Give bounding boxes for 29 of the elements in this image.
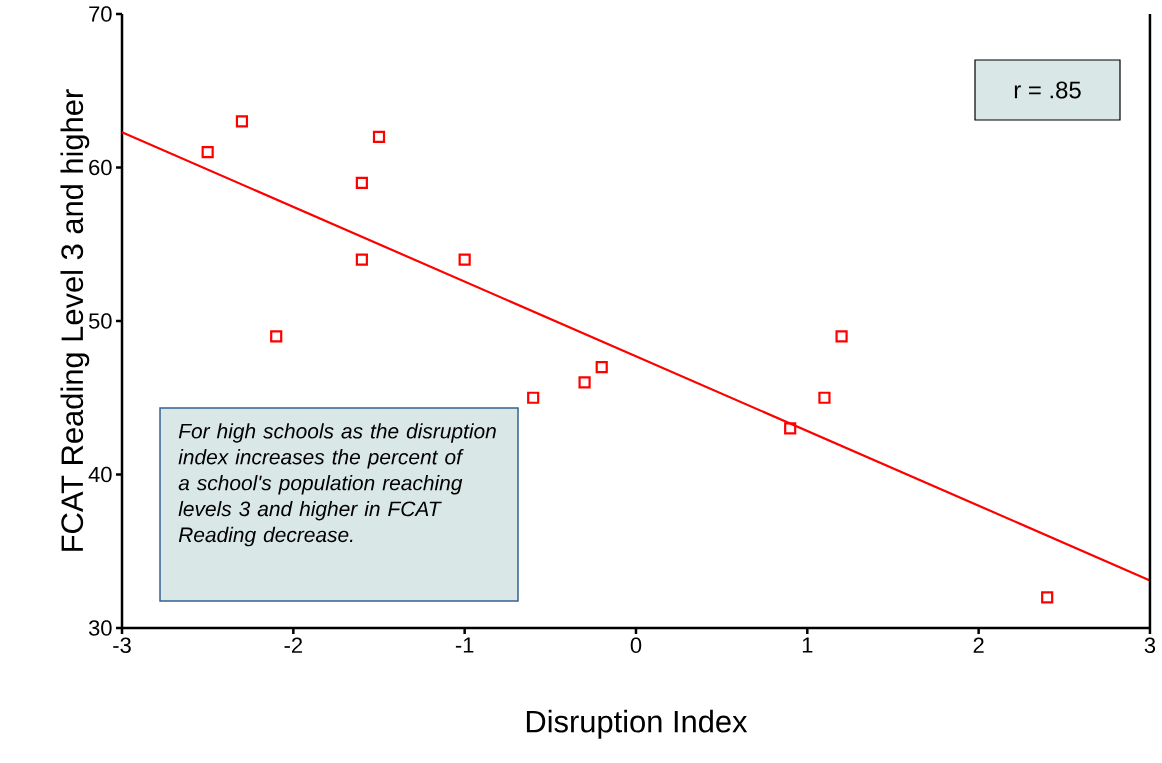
annotation: For high schools as the disruption index increases the percent of a school's population reaching levels 3 and higher in FCAT Reading decrease. xyxy=(178,423,496,547)
point xyxy=(270,330,283,343)
point xyxy=(818,391,831,404)
x-tick-label: -3 xyxy=(113,637,131,654)
annotation: r = .85 xyxy=(1014,81,1081,99)
point xyxy=(355,253,368,266)
x-tick-label: -1 xyxy=(455,637,474,653)
point xyxy=(784,422,797,435)
y-tick-label: 30 xyxy=(88,620,112,636)
x-tick-label: -2 xyxy=(284,637,302,653)
point xyxy=(595,360,608,374)
x-tick-label: 3 xyxy=(1144,637,1156,654)
y-tick-label: 50 xyxy=(88,313,112,329)
point xyxy=(835,330,848,343)
x-tick-label: 0 xyxy=(630,637,642,654)
y-tick-label: 60 xyxy=(89,159,112,176)
x-tick-label: 2 xyxy=(973,637,984,653)
y-tick-label: 40 xyxy=(88,466,112,483)
point xyxy=(201,146,214,159)
x-tick-label: 1 xyxy=(802,637,813,653)
point xyxy=(1041,591,1054,604)
point xyxy=(458,253,471,266)
x-axis-title: Disruption Index xyxy=(526,709,748,739)
point xyxy=(372,130,386,143)
point xyxy=(355,176,368,189)
y-tick-label: 70 xyxy=(89,6,112,22)
point xyxy=(527,391,540,404)
point xyxy=(235,115,249,128)
point xyxy=(578,376,591,389)
